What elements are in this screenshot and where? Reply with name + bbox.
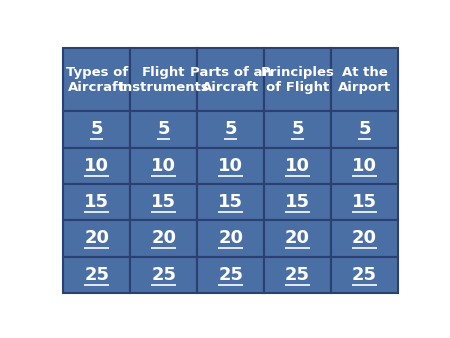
- Bar: [63, 257, 130, 293]
- Text: 15: 15: [218, 193, 243, 211]
- Bar: [63, 148, 130, 184]
- Bar: [197, 184, 264, 220]
- Bar: [130, 184, 197, 220]
- Text: 25: 25: [352, 266, 377, 284]
- Text: Parts of an
Aircraft: Parts of an Aircraft: [190, 66, 271, 94]
- Bar: [264, 184, 331, 220]
- Text: 5: 5: [291, 120, 304, 139]
- Text: 20: 20: [84, 230, 109, 247]
- Text: 15: 15: [84, 193, 109, 211]
- Text: Flight
Instruments: Flight Instruments: [118, 66, 209, 94]
- Bar: [331, 257, 398, 293]
- Text: 20: 20: [151, 230, 176, 247]
- Text: 5: 5: [225, 120, 237, 139]
- Bar: [264, 257, 331, 293]
- Text: 25: 25: [151, 266, 176, 284]
- Bar: [331, 148, 398, 184]
- Text: 15: 15: [285, 193, 310, 211]
- Bar: [197, 220, 264, 257]
- Bar: [130, 220, 197, 257]
- Bar: [63, 111, 130, 148]
- Text: 10: 10: [285, 157, 310, 175]
- Text: 10: 10: [218, 157, 243, 175]
- Bar: [130, 111, 197, 148]
- Text: 15: 15: [352, 193, 377, 211]
- Text: 5: 5: [90, 120, 103, 139]
- Text: 10: 10: [84, 157, 109, 175]
- Bar: [264, 220, 331, 257]
- Text: At the
Airport: At the Airport: [338, 66, 391, 94]
- Bar: [197, 148, 264, 184]
- Text: 5: 5: [358, 120, 371, 139]
- Text: 20: 20: [285, 230, 310, 247]
- Bar: [331, 184, 398, 220]
- Text: Types of
Aircraft: Types of Aircraft: [66, 66, 128, 94]
- Text: 20: 20: [218, 230, 243, 247]
- Bar: [264, 148, 331, 184]
- Text: 5: 5: [158, 120, 170, 139]
- Bar: [197, 48, 264, 111]
- Bar: [264, 111, 331, 148]
- Bar: [63, 184, 130, 220]
- Bar: [130, 148, 197, 184]
- Text: 25: 25: [285, 266, 310, 284]
- Bar: [331, 220, 398, 257]
- Bar: [197, 257, 264, 293]
- Bar: [63, 48, 130, 111]
- Bar: [197, 111, 264, 148]
- Text: 15: 15: [151, 193, 176, 211]
- Bar: [331, 111, 398, 148]
- Text: 10: 10: [151, 157, 176, 175]
- Text: 25: 25: [84, 266, 109, 284]
- Bar: [264, 48, 331, 111]
- Bar: [331, 48, 398, 111]
- Bar: [63, 220, 130, 257]
- Text: 20: 20: [352, 230, 377, 247]
- Text: 10: 10: [352, 157, 377, 175]
- Bar: [130, 48, 197, 111]
- Bar: [130, 257, 197, 293]
- Text: Principles
of Flight: Principles of Flight: [261, 66, 334, 94]
- Text: 25: 25: [218, 266, 243, 284]
